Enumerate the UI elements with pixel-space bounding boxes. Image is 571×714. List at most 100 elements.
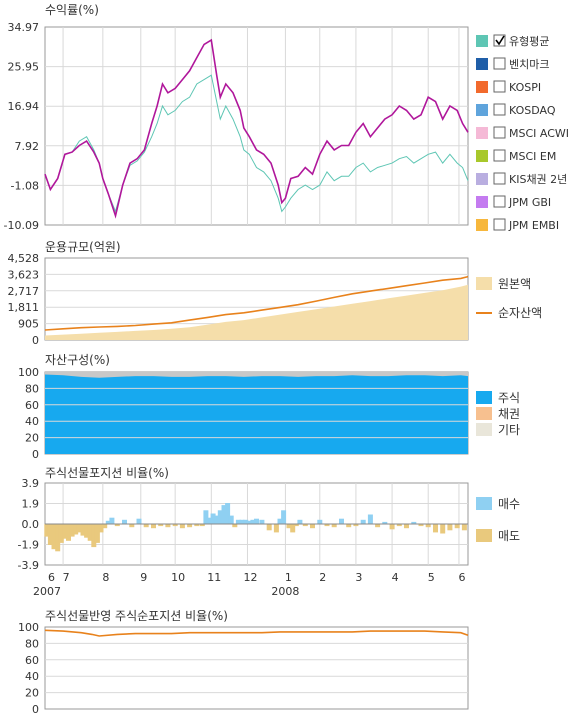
futures-bar <box>367 514 373 524</box>
futures-bar <box>232 524 238 528</box>
futures-bar <box>165 524 171 528</box>
aum-tick-label: 905 <box>18 318 39 331</box>
futures-bar <box>225 503 231 524</box>
futures-bar <box>179 524 185 529</box>
legend-label: 주식 <box>498 391 520 405</box>
legend-label: MSCI EM <box>509 150 556 163</box>
asset-tick-label: 80 <box>25 382 39 395</box>
futures-bar <box>214 515 220 524</box>
legend-checkbox <box>493 57 506 70</box>
month-label: 12 <box>243 571 257 584</box>
return-grid <box>45 27 468 225</box>
legend-label: 매수 <box>498 497 520 511</box>
legend-label: 매도 <box>498 529 520 543</box>
futures-bar <box>199 524 205 527</box>
futures-bar <box>228 515 234 524</box>
futures-bar <box>114 524 120 527</box>
futures-bar <box>172 524 178 527</box>
futures-tick-label: 0.0 <box>22 518 40 531</box>
futures-bar <box>331 524 337 528</box>
futures-bar <box>317 519 323 524</box>
month-label: 8 <box>102 571 109 584</box>
return-panel: 수익률(%) 34.97 25.95 16.94 7.92 -1.08 -10.09 유형… <box>4 3 570 232</box>
legend-swatch <box>476 407 492 420</box>
asset-grid <box>45 387 468 439</box>
year-label: 2008 <box>271 585 299 598</box>
futures-bar <box>404 524 409 529</box>
aum-y-ticks: 4,528 3,623 2,717 1,811 905 0 <box>8 252 40 347</box>
futures-bar <box>105 520 111 524</box>
futures-bar <box>353 524 359 527</box>
futures-bar <box>207 517 212 524</box>
futures-bar <box>389 524 395 530</box>
month-label: 6 <box>458 571 465 584</box>
futures-tick-label: -3.9 <box>18 559 39 572</box>
futures-bar <box>277 518 283 524</box>
legend-label: 원본액 <box>498 277 531 291</box>
futures-bar <box>136 518 142 524</box>
legend-label: KOSDAQ <box>509 104 556 117</box>
futures-tick-label: 1.9 <box>22 498 40 511</box>
netpos-tick-label: 0 <box>32 703 39 714</box>
futures-bar <box>91 524 97 548</box>
futures-bar <box>55 524 61 552</box>
futures-bar <box>346 524 352 528</box>
series-principal-area <box>45 284 468 340</box>
return-tick-label: -1.08 <box>11 179 39 192</box>
asset-tick-label: 20 <box>25 432 39 445</box>
legend-checkbox <box>493 103 506 116</box>
asset-tick-label: 0 <box>32 448 39 461</box>
legend-swatch <box>476 173 488 185</box>
futures-bar <box>187 524 193 528</box>
futures-bar <box>310 524 315 529</box>
futures-bar <box>51 524 57 550</box>
legend-swatch <box>476 391 492 404</box>
month-label: 11 <box>207 571 221 584</box>
futures-bar <box>259 519 265 524</box>
futures-bar <box>375 524 381 528</box>
futures-bar <box>217 510 223 524</box>
netpos-y-ticks: 100 80 60 40 20 0 <box>18 621 39 714</box>
legend-label: 벤치마크 <box>509 58 549 71</box>
return-y-ticks: 34.97 25.95 16.94 7.92 -1.08 -10.09 <box>4 21 39 232</box>
futures-bars <box>44 503 467 552</box>
month-label: 4 <box>392 571 399 584</box>
futures-bar <box>62 524 68 539</box>
legend-checkbox <box>493 126 506 139</box>
netpos-tick-label: 20 <box>25 687 39 700</box>
futures-bar <box>58 524 64 543</box>
legend-checkbox <box>493 149 506 162</box>
futures-bar <box>84 524 90 538</box>
checkmark-icon <box>495 35 505 46</box>
legend-swatch <box>476 277 492 290</box>
futures-bar <box>246 520 252 524</box>
futures-tick-label: -1.9 <box>18 539 39 552</box>
futures-bar <box>440 524 446 534</box>
futures-y-ticks: 3.9 1.9 0.0 -1.9 -3.9 <box>18 477 39 572</box>
futures-bar <box>44 524 50 537</box>
legend-checkbox <box>493 80 506 93</box>
netpos-panel: 주식선물반영 주식순포지션 비율(%) 100 80 60 40 20 0 <box>18 609 469 714</box>
futures-bar <box>324 524 330 527</box>
futures-bar <box>243 519 249 524</box>
futures-bar <box>273 524 279 533</box>
netpos-tick-label: 80 <box>25 637 39 650</box>
netpos-tick-label: 60 <box>25 654 39 667</box>
asset-title: 자산구성(%) <box>45 353 110 367</box>
legend-swatch <box>476 35 488 47</box>
asset-tick-label: 60 <box>25 399 39 412</box>
futures-bar <box>286 524 292 529</box>
aum-tick-label: 2,717 <box>8 285 40 298</box>
return-tick-label: 25.95 <box>8 61 40 74</box>
legend-label: KIS채권 2년 <box>509 173 567 186</box>
futures-bar <box>69 524 75 537</box>
legend-swatch <box>476 150 488 162</box>
futures-bar <box>281 510 287 524</box>
legend-swatch <box>476 196 488 208</box>
legend-checkbox <box>493 218 506 231</box>
